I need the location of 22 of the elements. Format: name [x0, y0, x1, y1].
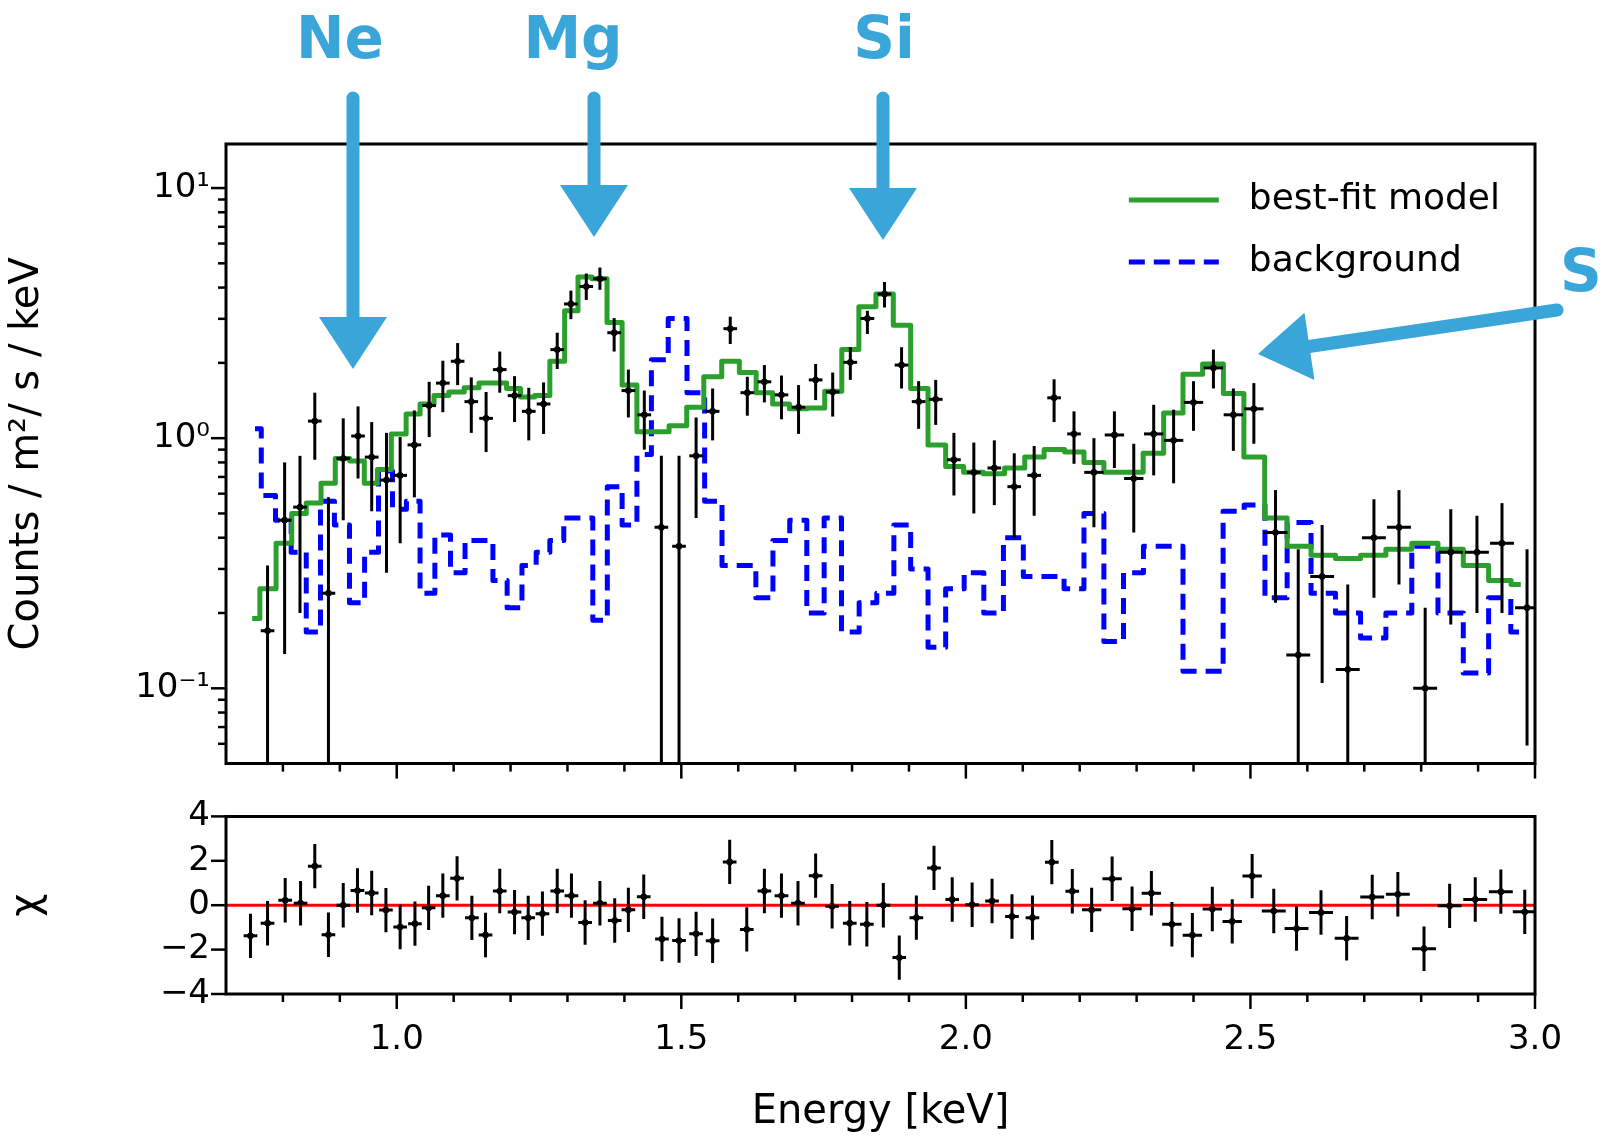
x-tick-label: 2.0 [938, 1017, 993, 1058]
y-tick-label: 10⁻¹ [135, 665, 210, 706]
x-tick-label: 1.0 [369, 1017, 424, 1058]
x-tick-label: 3.0 [1507, 1017, 1563, 1058]
x-axis-title: Energy [keV] [751, 1086, 1010, 1133]
y-axis-title: Counts / m²/ s / keV [1, 256, 48, 651]
legend-label: best-fit model [1248, 176, 1501, 218]
y-tick-label: −2 [159, 926, 210, 967]
y-tick-label: 10¹ [153, 164, 210, 205]
y-tick-label: −4 [159, 970, 210, 1011]
y-axis-title: χ [1, 893, 48, 917]
text: S [1560, 237, 1602, 306]
x-tick-label: 1.5 [654, 1017, 709, 1058]
y-tick-label: 10⁰ [153, 415, 210, 455]
legend-label: background [1248, 238, 1462, 280]
y-tick-label: 0 [188, 882, 210, 923]
x-tick-label: 2.5 [1223, 1017, 1278, 1058]
text: Mg [523, 4, 623, 73]
text: Ne [296, 4, 384, 73]
y-tick-label: 2 [188, 837, 210, 878]
text: Si [853, 4, 915, 73]
y-tick-label: 4 [188, 793, 210, 834]
